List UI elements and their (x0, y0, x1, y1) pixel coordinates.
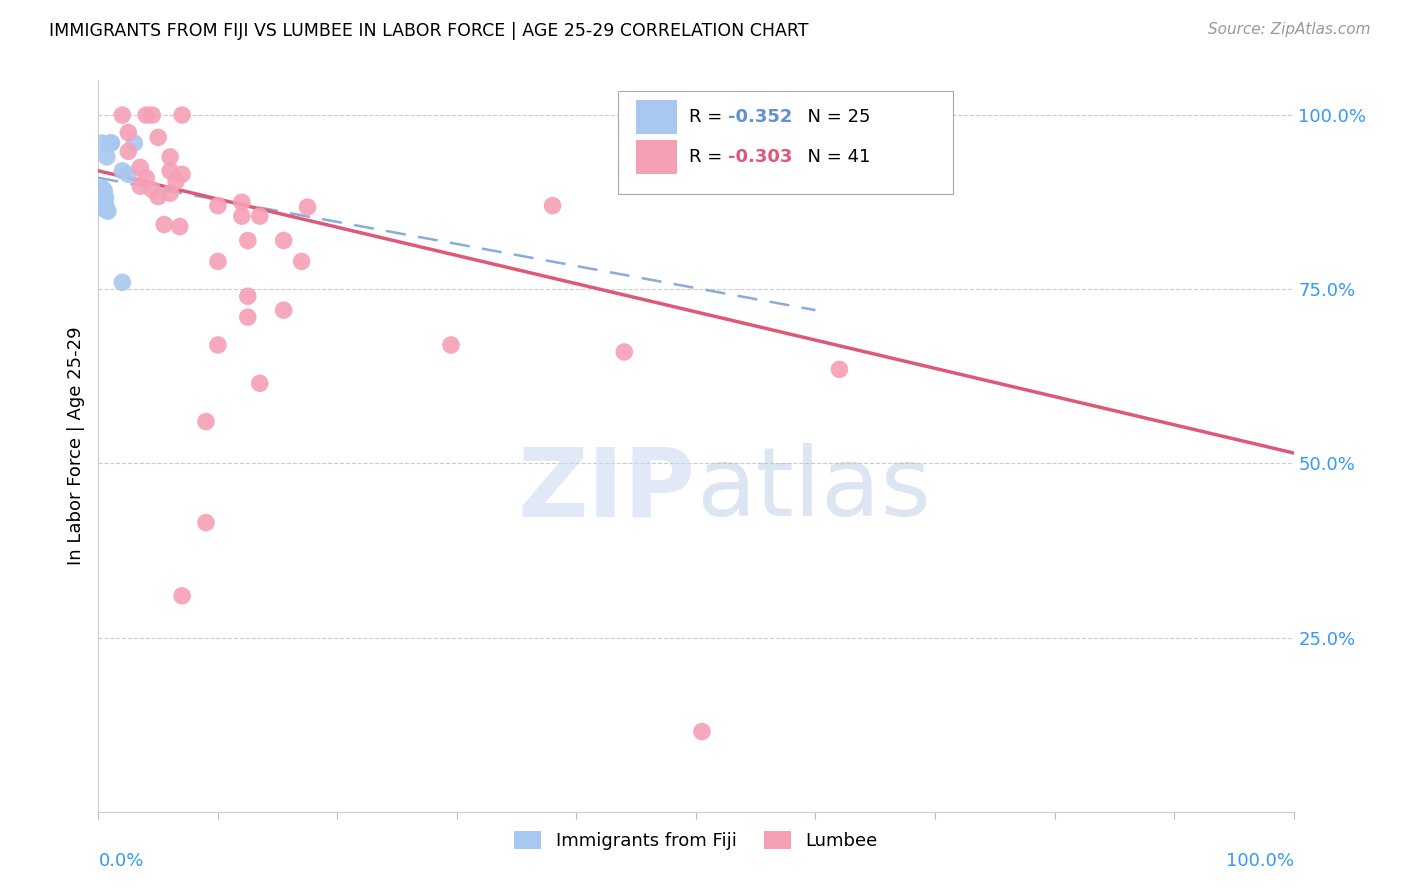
Point (159, 150, 181, 164)
Point (93, 189, 115, 203)
Point (207, 199, 229, 213)
Point (141, 183, 163, 197)
Point (100, 136, 122, 150)
Point (231, 195, 253, 210)
Point (195, 516, 218, 530)
Point (129, 161, 152, 175)
Text: Source: ZipAtlas.com: Source: ZipAtlas.com (1208, 22, 1371, 37)
Point (207, 338, 229, 352)
Point (111, 164, 134, 178)
Point (91, 186, 114, 201)
Text: R =: R = (689, 148, 728, 166)
Point (117, 167, 139, 181)
Point (141, 108, 163, 122)
Text: N = 41: N = 41 (796, 148, 870, 166)
Text: atlas: atlas (696, 443, 931, 536)
Point (93, 184, 115, 198)
Y-axis label: In Labor Force | Age 25-29: In Labor Force | Age 25-29 (66, 326, 84, 566)
Point (207, 254, 229, 268)
Point (91, 195, 114, 210)
Point (91, 193, 114, 207)
Point (236, 289, 259, 303)
Point (94, 190, 117, 204)
Point (273, 303, 295, 318)
Point (828, 362, 851, 376)
Point (249, 209, 271, 223)
Point (98, 136, 122, 150)
Point (148, 130, 170, 145)
FancyBboxPatch shape (619, 91, 953, 194)
Point (91, 136, 114, 150)
FancyBboxPatch shape (637, 100, 676, 134)
Point (195, 415, 218, 429)
Point (159, 186, 181, 201)
Point (159, 164, 181, 178)
Point (135, 108, 157, 122)
Point (124, 136, 146, 150)
Point (91, 202, 114, 216)
FancyBboxPatch shape (637, 140, 676, 174)
Point (541, 199, 564, 213)
Point (172, 167, 194, 181)
Point (91, 192, 114, 206)
Point (91, 183, 114, 197)
Point (291, 254, 314, 268)
Point (153, 218, 176, 232)
Point (96, 150, 118, 164)
Point (135, 170, 157, 185)
Text: N = 25: N = 25 (796, 108, 870, 126)
Text: IMMIGRANTS FROM FIJI VS LUMBEE IN LABOR FORCE | AGE 25-29 CORRELATION CHART: IMMIGRANTS FROM FIJI VS LUMBEE IN LABOR … (49, 22, 808, 40)
Text: -0.303: -0.303 (728, 148, 793, 166)
Text: -0.352: -0.352 (728, 108, 793, 126)
Point (148, 189, 170, 203)
Text: ZIP: ZIP (517, 443, 696, 536)
Point (236, 234, 259, 248)
Point (91, 187, 114, 202)
Point (440, 338, 463, 352)
Point (97, 204, 120, 219)
Point (172, 589, 194, 603)
Point (117, 126, 139, 140)
Point (93, 194, 115, 209)
Text: 0.0%: 0.0% (98, 852, 143, 870)
Point (231, 209, 253, 223)
Point (111, 275, 134, 289)
Point (613, 345, 636, 359)
Point (169, 219, 191, 234)
Point (297, 200, 319, 214)
Point (94, 200, 117, 214)
Point (94, 197, 117, 211)
Text: R =: R = (689, 108, 728, 126)
Point (93, 199, 115, 213)
Point (96, 202, 118, 217)
Text: 100.0%: 100.0% (1226, 852, 1294, 870)
Point (165, 174, 187, 188)
Point (172, 108, 194, 122)
Point (249, 376, 271, 391)
Point (111, 108, 134, 122)
Point (129, 179, 152, 194)
Point (117, 145, 139, 159)
Point (236, 310, 259, 325)
Point (690, 724, 713, 739)
Legend: Immigrants from Fiji, Lumbee: Immigrants from Fiji, Lumbee (508, 823, 884, 857)
Point (273, 234, 295, 248)
Point (91, 181, 114, 195)
